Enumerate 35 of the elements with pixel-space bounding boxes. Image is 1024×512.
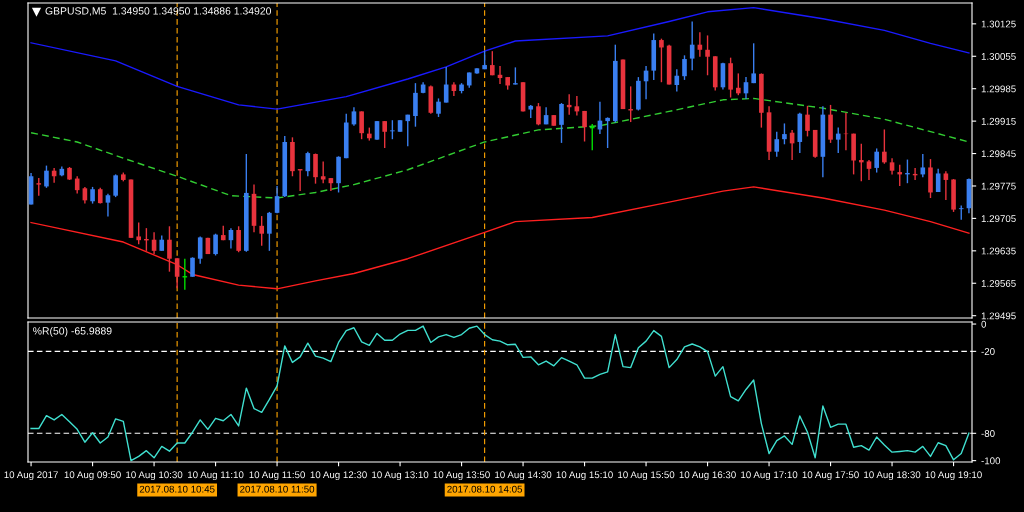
y-tick-label: 1.29985: [981, 85, 1016, 93]
x-tick-label: 10 Aug 15:50: [618, 471, 675, 481]
x-tick-label: 10 Aug 11:10: [188, 471, 244, 481]
x-tick-label: 10 Aug 13:50: [433, 471, 490, 481]
x-tick-label: 10 Aug 19:10: [925, 471, 982, 481]
y-tick-label: -20: [981, 348, 995, 355]
ref-line-label: 2017.08.10 11:50: [240, 485, 315, 493]
y-tick-label: 0: [981, 320, 987, 328]
y-tick-label: 1.30055: [981, 53, 1016, 60]
x-tick-label: 10 Aug 18:30: [864, 471, 921, 481]
y-tick-label: 1.29565: [981, 279, 1016, 287]
chart-title: GBPUSD,M5 1.34950 1.34950 1.34886 1.34920: [45, 7, 272, 16]
ref-line-label: 2017.08.10 14:05: [447, 485, 523, 493]
x-tick-label: 10 Aug 09:50: [64, 471, 121, 481]
y-tick-label: 1.30125: [981, 20, 1016, 28]
y-tick-label: 1.29495: [981, 312, 1016, 320]
x-tick-label: 10 Aug 12:30: [310, 471, 367, 481]
x-tick-label: 10 Aug 14:30: [495, 471, 552, 481]
x-tick-label: 10 Aug 15:10: [556, 471, 613, 481]
y-tick-label: 1.29845: [981, 150, 1016, 158]
y-tick-label: 1.29775: [981, 182, 1016, 190]
x-tick-label: 10 Aug 2017: [4, 471, 58, 481]
x-tick-label: 10 Aug 17:50: [802, 471, 859, 481]
x-tick-label: 10 Aug 10:30: [126, 471, 183, 481]
y-tick-label: 1.29635: [981, 247, 1016, 255]
ref-line-label: 2017.08.10 10:45: [139, 485, 215, 493]
y-tick-label: 1.29915: [981, 117, 1016, 125]
x-tick-label: 10 Aug 17:10: [741, 471, 798, 481]
y-tick-label: -80: [981, 430, 995, 437]
x-tick-label: 10 Aug 11:50: [249, 471, 305, 481]
x-tick-label: 10 Aug 16:30: [679, 471, 736, 481]
chart-title: %R(50) -65.9889: [33, 326, 112, 337]
y-tick-label: -100: [981, 457, 1001, 465]
x-tick-label: 10 Aug 13:10: [372, 471, 429, 481]
y-tick-label: 1.29705: [981, 215, 1016, 223]
